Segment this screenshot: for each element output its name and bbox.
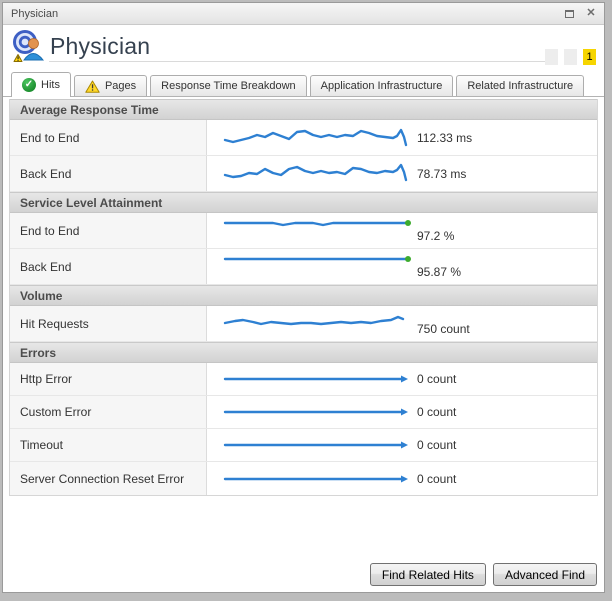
close-icon: ✕ <box>586 7 596 19</box>
metric-row-server-connection-reset-error[interactable]: Server Connection Reset Error 0 count <box>10 462 597 495</box>
sparkline-chart <box>223 441 408 449</box>
metric-chart-cell: 0 count <box>207 429 597 461</box>
sparkline-chart <box>223 220 411 227</box>
section-header-errors: Errors <box>10 342 597 363</box>
metric-row-sla-end-to-end[interactable]: End to End 97.2 % <box>10 213 597 249</box>
sparkline-chart <box>223 315 405 326</box>
tab-pages[interactable]: Pages <box>73 75 148 96</box>
metric-row-custom-error[interactable]: Custom Error 0 count <box>10 396 597 429</box>
page-title: Physician <box>50 33 151 59</box>
metric-row-art-end-to-end[interactable]: End to End 112.33 ms <box>10 120 597 156</box>
tab-label: Hits <box>41 79 60 91</box>
tab-hits[interactable]: ✓ Hits <box>11 72 71 97</box>
sparkline-chart <box>223 128 408 146</box>
metric-label: End to End <box>10 120 207 155</box>
page-indicator-group: 1 <box>545 49 596 65</box>
metric-value: 750 count <box>417 322 470 336</box>
metric-label: End to End <box>10 213 207 248</box>
tab-related-infrastructure[interactable]: Related Infrastructure <box>456 75 585 96</box>
metric-row-sla-back-end[interactable]: Back End 95.87 % <box>10 249 597 285</box>
window-titlebar[interactable]: Physician ✕ <box>3 3 604 25</box>
metric-row-art-back-end[interactable]: Back End 78.73 ms <box>10 156 597 192</box>
sparkline-chart <box>223 163 408 181</box>
metric-value: 0 count <box>417 372 457 386</box>
section-header-volume: Volume <box>10 285 597 306</box>
sparkline-chart <box>223 475 408 482</box>
header-divider <box>49 61 549 62</box>
advanced-find-button[interactable]: Advanced Find <box>492 563 597 586</box>
maximize-button[interactable] <box>562 7 576 21</box>
tab-label: Response Time Breakdown <box>161 80 296 92</box>
metric-value: 0 count <box>417 405 457 419</box>
metric-label: Back End <box>10 156 207 191</box>
tab-bar: ✓ Hits Pages Response Time Breakdown App… <box>3 71 604 97</box>
metric-value: 78.73 ms <box>417 166 467 181</box>
tab-label: Pages <box>104 80 137 92</box>
metric-chart-cell: 95.87 % <box>207 249 597 284</box>
status-warning-icon <box>85 80 100 93</box>
metric-value: 95.87 % <box>417 265 462 279</box>
tab-application-infrastructure[interactable]: Application Infrastructure <box>309 75 454 96</box>
metric-chart-cell: 112.33 ms <box>207 120 597 155</box>
metric-value: 97.2 % <box>417 229 455 243</box>
metric-value: 112.33 ms <box>417 130 473 145</box>
close-button[interactable]: ✕ <box>584 7 598 21</box>
page-indicator[interactable] <box>545 49 558 65</box>
physician-target-user-icon <box>12 28 46 64</box>
status-ok-icon: ✓ <box>22 78 36 92</box>
page-indicator[interactable] <box>564 49 577 65</box>
metric-chart-cell: 97.2 % <box>207 213 597 248</box>
window-title: Physician <box>11 7 59 20</box>
page-indicator-current[interactable]: 1 <box>583 49 596 65</box>
metric-label: Timeout <box>10 429 207 461</box>
metric-row-hit-requests[interactable]: Hit Requests 750 count <box>10 306 597 342</box>
tab-label: Application Infrastructure <box>320 80 443 92</box>
panel-header: Physician 1 <box>3 25 604 71</box>
find-related-hits-button[interactable]: Find Related Hits <box>369 563 486 586</box>
section-header-average-response-time: Average Response Time <box>10 99 597 120</box>
metric-chart-cell: 78.73 ms <box>207 156 597 191</box>
metric-label: Custom Error <box>10 396 207 428</box>
sparkline-chart <box>223 408 408 416</box>
sparkline-chart <box>223 375 408 383</box>
metric-chart-cell: 750 count <box>207 306 597 341</box>
metric-value: 0 count <box>417 438 457 452</box>
metric-label: Back End <box>10 249 207 284</box>
section-header-service-level-attainment: Service Level Attainment <box>10 192 597 213</box>
metric-label: Http Error <box>10 363 207 395</box>
metric-row-timeout[interactable]: Timeout 0 count <box>10 429 597 462</box>
metric-chart-cell: 0 count <box>207 396 597 428</box>
maximize-icon <box>564 9 574 18</box>
metric-value: 0 count <box>417 471 457 486</box>
tab-label: Related Infrastructure <box>467 80 574 92</box>
metrics-table: Average Response Time End to End 112.33 … <box>9 99 598 496</box>
window-controls: ✕ <box>562 7 598 21</box>
physician-panel-window: Physician ✕ Physician <box>2 2 605 593</box>
metric-label: Server Connection Reset Error <box>10 462 207 495</box>
tab-response-time-breakdown[interactable]: Response Time Breakdown <box>150 75 307 96</box>
footer-button-bar: Find Related Hits Advanced Find <box>369 563 597 586</box>
metric-row-http-error[interactable]: Http Error 0 count <box>10 363 597 396</box>
metric-chart-cell: 0 count <box>207 363 597 395</box>
metric-chart-cell: 0 count <box>207 462 597 495</box>
metric-label: Hit Requests <box>10 306 207 341</box>
sparkline-chart <box>223 256 411 262</box>
